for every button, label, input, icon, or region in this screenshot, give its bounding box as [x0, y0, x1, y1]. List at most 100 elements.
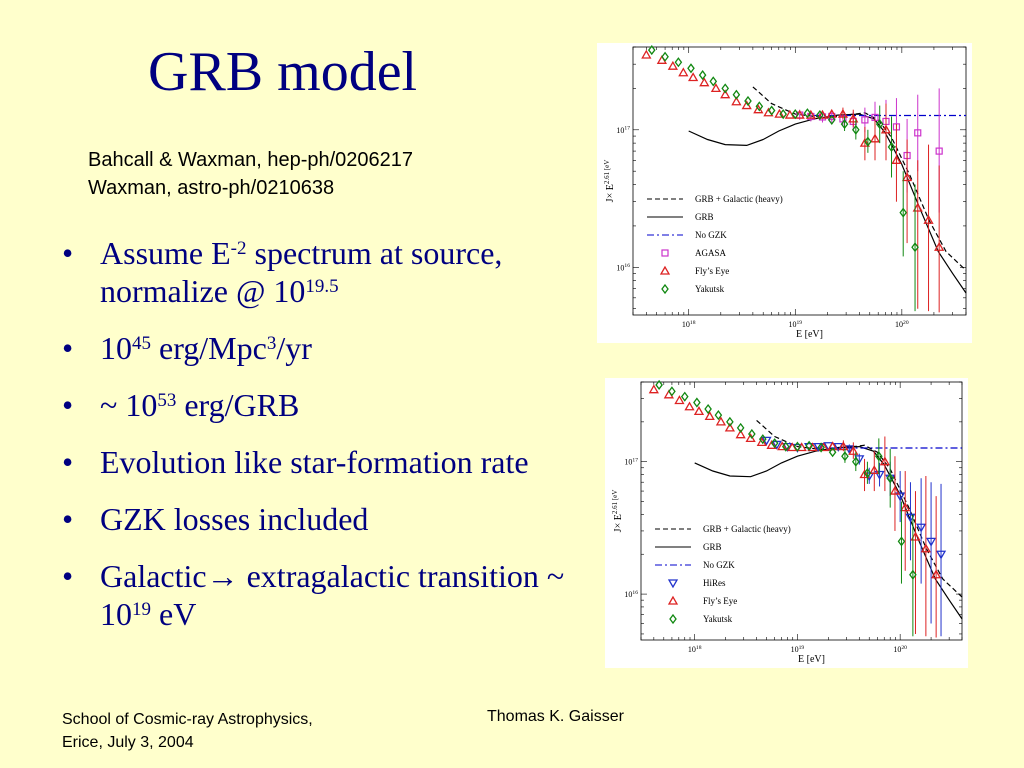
data-point [838, 441, 849, 451]
data-point [863, 468, 872, 479]
bullet-text: ~ 10 [100, 387, 158, 423]
legend-label: AGASA [695, 248, 727, 258]
data-point [859, 469, 870, 479]
data-point [900, 502, 911, 512]
bullet-text: eV [151, 596, 197, 632]
data-point [748, 428, 756, 440]
data-point [914, 129, 922, 137]
data-point [874, 470, 885, 480]
y-tick-label: 1017 [624, 458, 638, 467]
data-point [648, 384, 659, 394]
bullet-dot-icon: • [62, 387, 74, 423]
data-point [912, 202, 923, 212]
chart-svg: 1018 1019 1020 1016 1017 E [eV] J× E2.61 [eV GR… [603, 44, 967, 340]
data-point [720, 89, 731, 99]
bullet-text: spectrum at source, normalize @ 10 [100, 235, 503, 309]
data-point [693, 406, 705, 416]
bullet-text: GZK losses included [100, 501, 369, 537]
data-point [674, 395, 685, 405]
footer-school: School of Cosmic-ray Astrophysics, Erice… [62, 708, 313, 754]
series-line [688, 113, 967, 294]
bullet-item: • Galactic→ extragalactic transition ~ 10… [60, 557, 580, 633]
bullet-text: Evolution like star-formation rate [100, 444, 529, 480]
bullet-text: Galactic [100, 558, 207, 594]
legend-label: No GZK [703, 560, 735, 570]
data-point [920, 543, 931, 553]
x-tick-label: 1018 [682, 320, 696, 329]
data-point [758, 434, 767, 445]
data-point [655, 379, 663, 391]
data-point [837, 108, 849, 118]
data-point [827, 441, 838, 451]
legend-marker [659, 265, 671, 275]
plot-frame [640, 381, 963, 641]
data-point [770, 438, 779, 449]
data-point [848, 113, 859, 123]
y-tick-label: 1016 [616, 263, 630, 272]
data-point [828, 447, 837, 458]
data-point [710, 83, 722, 93]
data-point [841, 451, 849, 462]
y-tick-label: 1017 [616, 126, 630, 135]
data-point [732, 89, 741, 100]
series-yakutsk [647, 44, 919, 312]
series-agasa [796, 88, 943, 213]
series-yakutsk [655, 379, 917, 637]
data-point [693, 397, 701, 408]
data-point [641, 49, 652, 59]
data-point [895, 492, 906, 502]
data-point [674, 57, 683, 68]
data-point [817, 109, 828, 119]
spectrum-plot-hires: 1018 1019 1020 1016 1017 E [eV] J× E2.61 [eV GR… [605, 378, 968, 668]
legend-marker [667, 595, 679, 605]
y-tick-label: 1016 [624, 590, 638, 599]
data-point [869, 133, 881, 143]
data-point [879, 456, 890, 466]
data-point [923, 214, 934, 224]
bullet-item: • Evolution like star-formation rate [60, 443, 580, 481]
series-fly-s-eye [641, 49, 945, 313]
data-point [744, 95, 752, 107]
data-point [817, 442, 825, 453]
data-point [647, 44, 656, 56]
data-point [684, 401, 695, 411]
data-point [826, 108, 837, 118]
data-point [869, 465, 880, 475]
bullet-dot-icon: • [62, 501, 74, 537]
data-point [827, 114, 836, 125]
data-point [925, 537, 937, 547]
data-point [704, 403, 712, 415]
data-point [887, 141, 896, 153]
data-point [911, 242, 919, 253]
superscript: 3 [266, 333, 277, 354]
bullet-item: • 1045 erg/Mpc3/yr [60, 329, 580, 367]
data-point [698, 69, 707, 81]
legend-label: No GZK [695, 230, 727, 240]
footer-line: Erice, July 3, 2004 [62, 734, 194, 751]
series-grb [688, 113, 967, 294]
data-point [699, 77, 710, 87]
x-tick-label: 1020 [895, 320, 909, 329]
data-point [688, 72, 699, 82]
data-point [709, 76, 718, 87]
y-axis-label: J× E2.61 [eV [611, 490, 624, 533]
legend-label: GRB [703, 542, 722, 552]
superscript: 19.5 [305, 276, 339, 297]
x-axis-label: E [eV] [796, 329, 823, 340]
data-point [852, 124, 860, 135]
legend-marker [661, 283, 669, 295]
superscript: 53 [157, 390, 177, 411]
legend-label: HiRes [703, 578, 726, 588]
reference-line: Bahcall & Waxman, hep-ph/0206217 [88, 149, 414, 171]
legend-marker [667, 579, 679, 589]
legend-label: GRB [695, 212, 714, 222]
data-point [901, 172, 913, 182]
data-point [910, 531, 921, 541]
data-point [680, 391, 689, 402]
data-point [704, 411, 715, 421]
legend-label: Fly’s Eye [703, 596, 737, 606]
data-point [813, 442, 824, 452]
data-point [816, 109, 824, 121]
data-point [916, 523, 927, 533]
x-tick-label: 1018 [688, 645, 702, 654]
